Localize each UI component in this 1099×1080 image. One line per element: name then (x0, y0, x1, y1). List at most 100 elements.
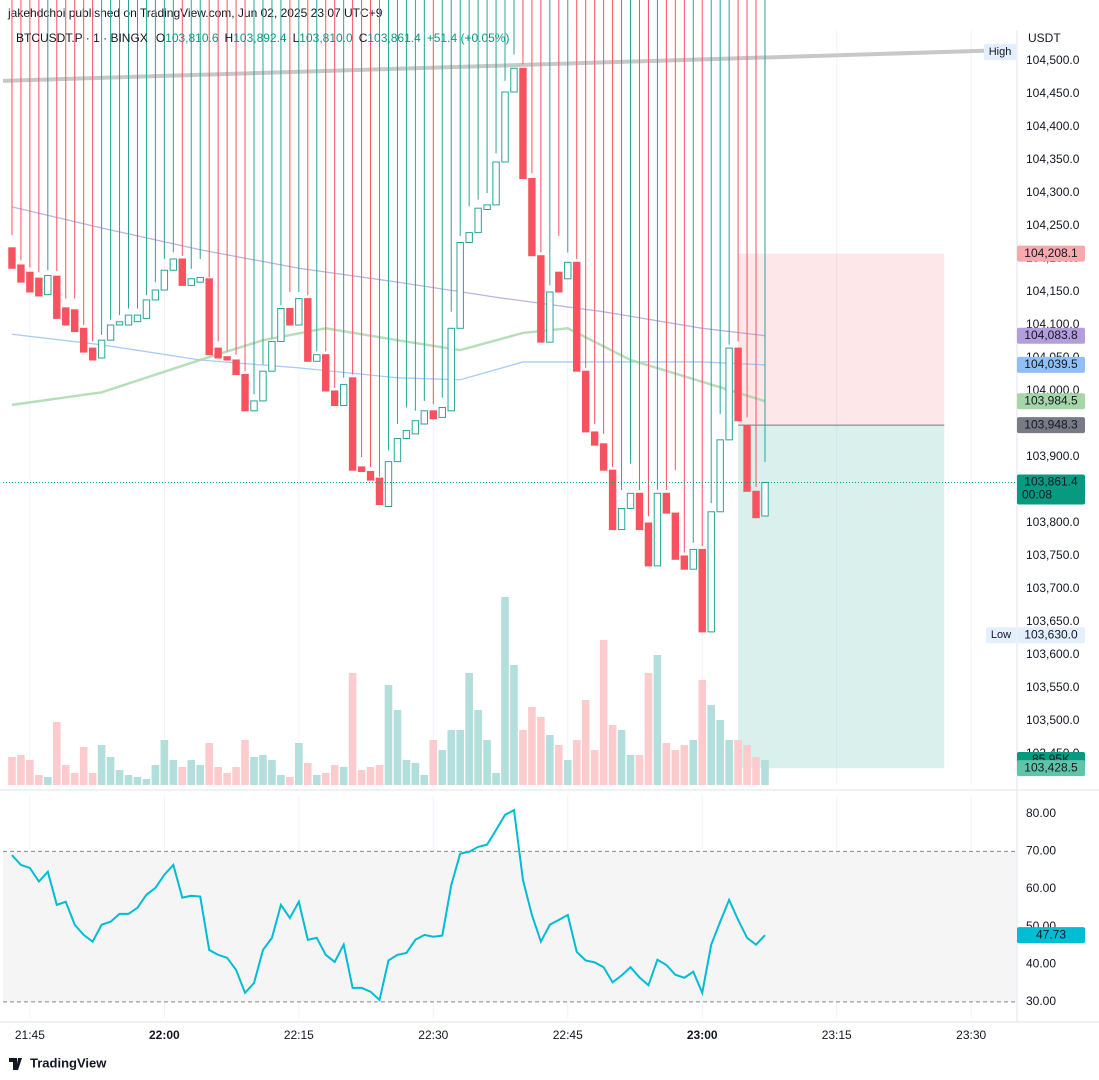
volume-bar (250, 757, 258, 785)
candle-body (106, 324, 115, 341)
volume-bar (178, 767, 187, 785)
symbol-title: BTCUSDT.P · 1 · BINGX (16, 31, 148, 45)
volume-bar (52, 722, 61, 785)
volume-bar (581, 699, 590, 785)
x-tick-label: 22:30 (418, 1028, 448, 1042)
volume-bar (438, 749, 447, 785)
x-tick-label: 21:45 (15, 1028, 45, 1042)
candle-body (608, 469, 617, 531)
candle-body (366, 471, 375, 481)
volume-bar (8, 757, 16, 785)
stop-badge: 104,208.1 (1024, 246, 1078, 260)
volume-bar (384, 684, 393, 785)
rsi-badge: 47.73 (1036, 927, 1066, 941)
volume-bar (321, 772, 330, 785)
candle-body (599, 443, 608, 471)
candle-body (241, 374, 249, 412)
candle-body (160, 269, 169, 291)
candle-body (510, 67, 518, 93)
volume-bar (124, 774, 133, 785)
y-tick-label: 103,500.0 (1026, 713, 1080, 727)
ohlc-value: 103,892.4 (233, 31, 287, 45)
candle-body (635, 492, 644, 531)
volume-bar (635, 754, 644, 785)
candle-body (537, 255, 545, 343)
volume-bar (241, 739, 249, 785)
volume-bar (330, 764, 339, 785)
y-tick-label: 104,100.0 (1026, 317, 1080, 331)
volume-bar (447, 729, 456, 785)
x-tick-label: 22:45 (553, 1028, 583, 1042)
volume-bar (680, 744, 689, 785)
volume-bar (312, 774, 321, 785)
candle-body (142, 299, 151, 319)
candle-body (268, 341, 276, 372)
candle-body (393, 438, 402, 463)
last-price-box (1017, 474, 1085, 505)
candle-body (429, 410, 438, 420)
stop-zone (738, 253, 945, 426)
candle-body (151, 289, 160, 301)
candle-body (447, 327, 455, 412)
volume-bar (546, 734, 554, 785)
volume-bar (259, 754, 267, 785)
ohlc-value: 103,861.4 (367, 31, 421, 45)
volume-bar (115, 769, 124, 785)
candle-body (402, 430, 411, 440)
candle-body (44, 275, 52, 296)
candle-body (501, 91, 509, 163)
moving-average (11, 333, 766, 381)
candle-body (62, 307, 70, 326)
symbol-legend: BTCUSDT.P · 1 · BINGX O103,810.6 H103,892.… (16, 31, 509, 45)
rsi-badge-box (1017, 927, 1085, 944)
x-tick-label: 22:00 (149, 1028, 180, 1042)
volume-bar (698, 679, 707, 785)
volume-bar (528, 707, 536, 785)
volume-bar (555, 744, 563, 785)
volume-bar (393, 709, 402, 785)
volume-bar (214, 767, 222, 785)
volume-bar (133, 777, 142, 785)
rsi-band (3, 851, 1016, 1002)
candle-body (71, 309, 79, 333)
y-tick-label: 104,300.0 (1026, 185, 1080, 199)
candle-body (492, 161, 500, 206)
volume-bar (17, 754, 25, 785)
y-tick-label: 104,400.0 (1026, 119, 1080, 133)
candle-body (304, 298, 312, 362)
volume-bar (734, 739, 742, 785)
candle-body (689, 548, 697, 570)
change-value: +51.4 (+0.05%) (427, 31, 510, 45)
volume-bar (402, 759, 411, 785)
candle-body (79, 327, 88, 353)
volume-bar (671, 749, 680, 785)
target-badge: 103,428.5 (1024, 760, 1078, 774)
volume-bar (223, 772, 231, 785)
candle-body (483, 204, 491, 211)
x-tick-label: 23:30 (956, 1028, 986, 1042)
volume-bar (662, 742, 671, 785)
target-zone (738, 425, 945, 769)
y-tick-label: 103,800.0 (1026, 515, 1080, 529)
volume-bar (599, 639, 608, 785)
candle-body (465, 232, 473, 244)
volume-bar (707, 704, 716, 785)
ma-badge-box (1017, 356, 1085, 373)
y-tick-label: 103,600.0 (1026, 647, 1080, 661)
candle-body (259, 370, 267, 402)
candle-body (277, 308, 285, 343)
volume-bar (375, 764, 384, 785)
candle-body (384, 461, 393, 507)
candle-body (250, 400, 258, 412)
candle-body (581, 370, 590, 433)
volume-bar (44, 777, 52, 785)
candle-body (8, 247, 16, 269)
volume-bar (339, 767, 348, 785)
candle-body (456, 242, 464, 329)
candle-body (330, 390, 339, 407)
volume-bar (716, 719, 724, 785)
volume-bar (492, 772, 500, 785)
candle-body (26, 271, 34, 293)
candle-body (743, 424, 751, 492)
ohlc-label: C (359, 31, 368, 45)
